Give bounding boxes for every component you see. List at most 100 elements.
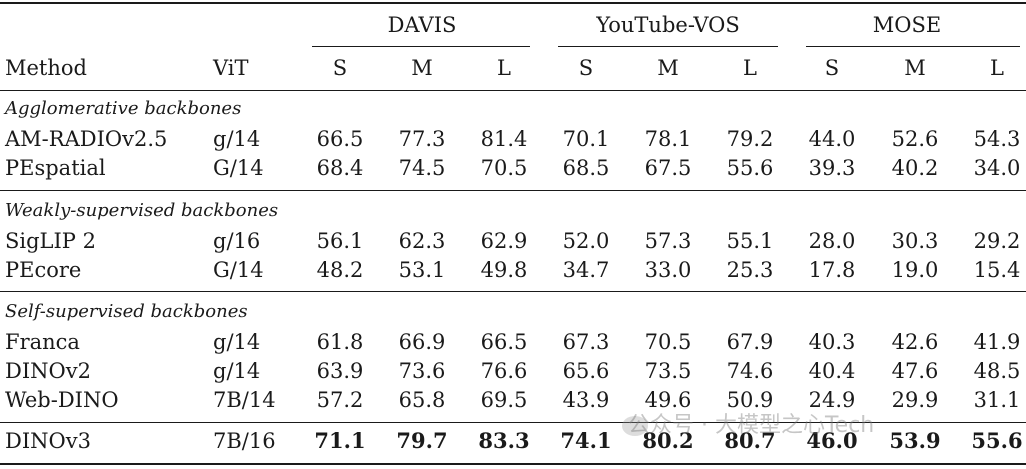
column-header-vit: ViT — [213, 56, 249, 80]
table-cell: 53.1 — [398, 258, 446, 282]
table-cell: 81.4 — [480, 127, 528, 151]
table-cell: 33.0 — [644, 258, 692, 282]
final-rule — [0, 422, 1026, 423]
table-cell: 39.3 — [808, 156, 856, 180]
table-cell: 49.8 — [480, 258, 528, 282]
table-cell: 29.9 — [891, 388, 939, 412]
table-cell: 24.9 — [808, 388, 856, 412]
table-cell-best: 80.2 — [642, 428, 694, 453]
table-cell-best: 74.1 — [560, 428, 612, 453]
column-header-l: L — [497, 56, 511, 80]
vit-size: g/16 — [213, 229, 261, 253]
column-header-m: M — [904, 56, 926, 80]
table-cell: 77.3 — [398, 127, 446, 151]
table-cell: 43.9 — [562, 388, 610, 412]
group-underline-mose — [806, 46, 1020, 47]
group-underline-youtube-vos — [558, 46, 778, 47]
section-title: Agglomerative backbones — [5, 98, 242, 119]
method-name: SigLIP 2 — [5, 229, 96, 253]
table-cell-best: 55.6 — [971, 428, 1023, 453]
method-name: AM-RADIOv2.5 — [5, 127, 168, 151]
table-cell: 41.9 — [973, 330, 1021, 354]
column-header-s: S — [332, 56, 348, 80]
table-cell: 34.7 — [562, 258, 610, 282]
bottom-rule — [0, 463, 1026, 465]
table-cell: 52.0 — [562, 229, 610, 253]
table-cell: 65.8 — [398, 388, 446, 412]
table-cell: 40.2 — [891, 156, 939, 180]
table-cell: 25.3 — [726, 258, 774, 282]
vit-size: 7B/14 — [213, 388, 276, 412]
column-header-m: M — [411, 56, 433, 80]
table-cell: 48.5 — [973, 359, 1021, 383]
table-cell: 67.3 — [562, 330, 610, 354]
table-cell: 70.1 — [562, 127, 610, 151]
table-cell: 74.5 — [398, 156, 446, 180]
group-header-mose: MOSE — [872, 13, 942, 37]
column-header-method: Method — [5, 56, 87, 80]
table-cell: 61.8 — [316, 330, 364, 354]
method-name: Web-DINO — [5, 388, 119, 412]
table-cell: 68.4 — [316, 156, 364, 180]
table-cell: 70.5 — [480, 156, 528, 180]
column-header-l: L — [743, 56, 757, 80]
group-header-youtube-vos: YouTube-VOS — [596, 13, 740, 37]
table-cell: 29.2 — [973, 229, 1021, 253]
table-cell: 28.0 — [808, 229, 856, 253]
table-cell: 63.9 — [316, 359, 364, 383]
section-title: Self-supervised backbones — [5, 301, 248, 322]
table-cell: 55.6 — [726, 156, 774, 180]
vit-size: G/14 — [213, 258, 264, 282]
table-cell: 70.5 — [644, 330, 692, 354]
column-header-s: S — [578, 56, 594, 80]
method-name: DINOv2 — [5, 359, 91, 383]
column-header-s: S — [824, 56, 840, 80]
table-cell: 62.3 — [398, 229, 446, 253]
section-rule — [0, 190, 1026, 191]
table-cell: 57.2 — [316, 388, 364, 412]
vit-size: 7B/16 — [213, 429, 276, 453]
table-cell: 79.2 — [726, 127, 774, 151]
table-cell: 55.1 — [726, 229, 774, 253]
table-cell: 48.2 — [316, 258, 364, 282]
method-name: PEcore — [5, 258, 82, 282]
table-cell: 66.9 — [398, 330, 446, 354]
table-cell: 44.0 — [808, 127, 856, 151]
table-cell: 34.0 — [973, 156, 1021, 180]
table-cell-best: 53.9 — [889, 428, 941, 453]
method-name: Franca — [5, 330, 80, 354]
table-cell-best: 79.7 — [396, 428, 448, 453]
method-name: PEspatial — [5, 156, 106, 180]
table-cell: 67.5 — [644, 156, 692, 180]
section-title: Weakly-supervised backbones — [5, 200, 279, 221]
table-cell: 49.6 — [644, 388, 692, 412]
table-cell: 66.5 — [316, 127, 364, 151]
table-cell: 17.8 — [808, 258, 856, 282]
table-cell-best: 71.1 — [314, 428, 366, 453]
table-cell: 66.5 — [480, 330, 528, 354]
header-rule — [0, 90, 1026, 91]
table-cell: 62.9 — [480, 229, 528, 253]
table-cell: 19.0 — [891, 258, 939, 282]
table-cell: 68.5 — [562, 156, 610, 180]
table-cell: 69.5 — [480, 388, 528, 412]
group-header-davis: DAVIS — [387, 13, 457, 37]
table-cell: 40.3 — [808, 330, 856, 354]
column-header-m: M — [657, 56, 679, 80]
vit-size: g/14 — [213, 359, 261, 383]
table-cell: 31.1 — [973, 388, 1021, 412]
table-cell: 52.6 — [891, 127, 939, 151]
table-cell: 76.6 — [480, 359, 528, 383]
table-cell: 74.6 — [726, 359, 774, 383]
table-cell: 15.4 — [973, 258, 1021, 282]
top-rule — [0, 2, 1026, 4]
table-cell-best: 80.7 — [724, 428, 776, 453]
watermark: 公众号 · 大模型之心Tech — [628, 413, 875, 438]
table-cell: 73.5 — [644, 359, 692, 383]
method-name: DINOv3 — [5, 429, 91, 453]
table-cell: 54.3 — [973, 127, 1021, 151]
table-cell: 78.1 — [644, 127, 692, 151]
group-underline-davis — [312, 46, 530, 47]
column-header-l: L — [990, 56, 1004, 80]
table-cell: 30.3 — [891, 229, 939, 253]
